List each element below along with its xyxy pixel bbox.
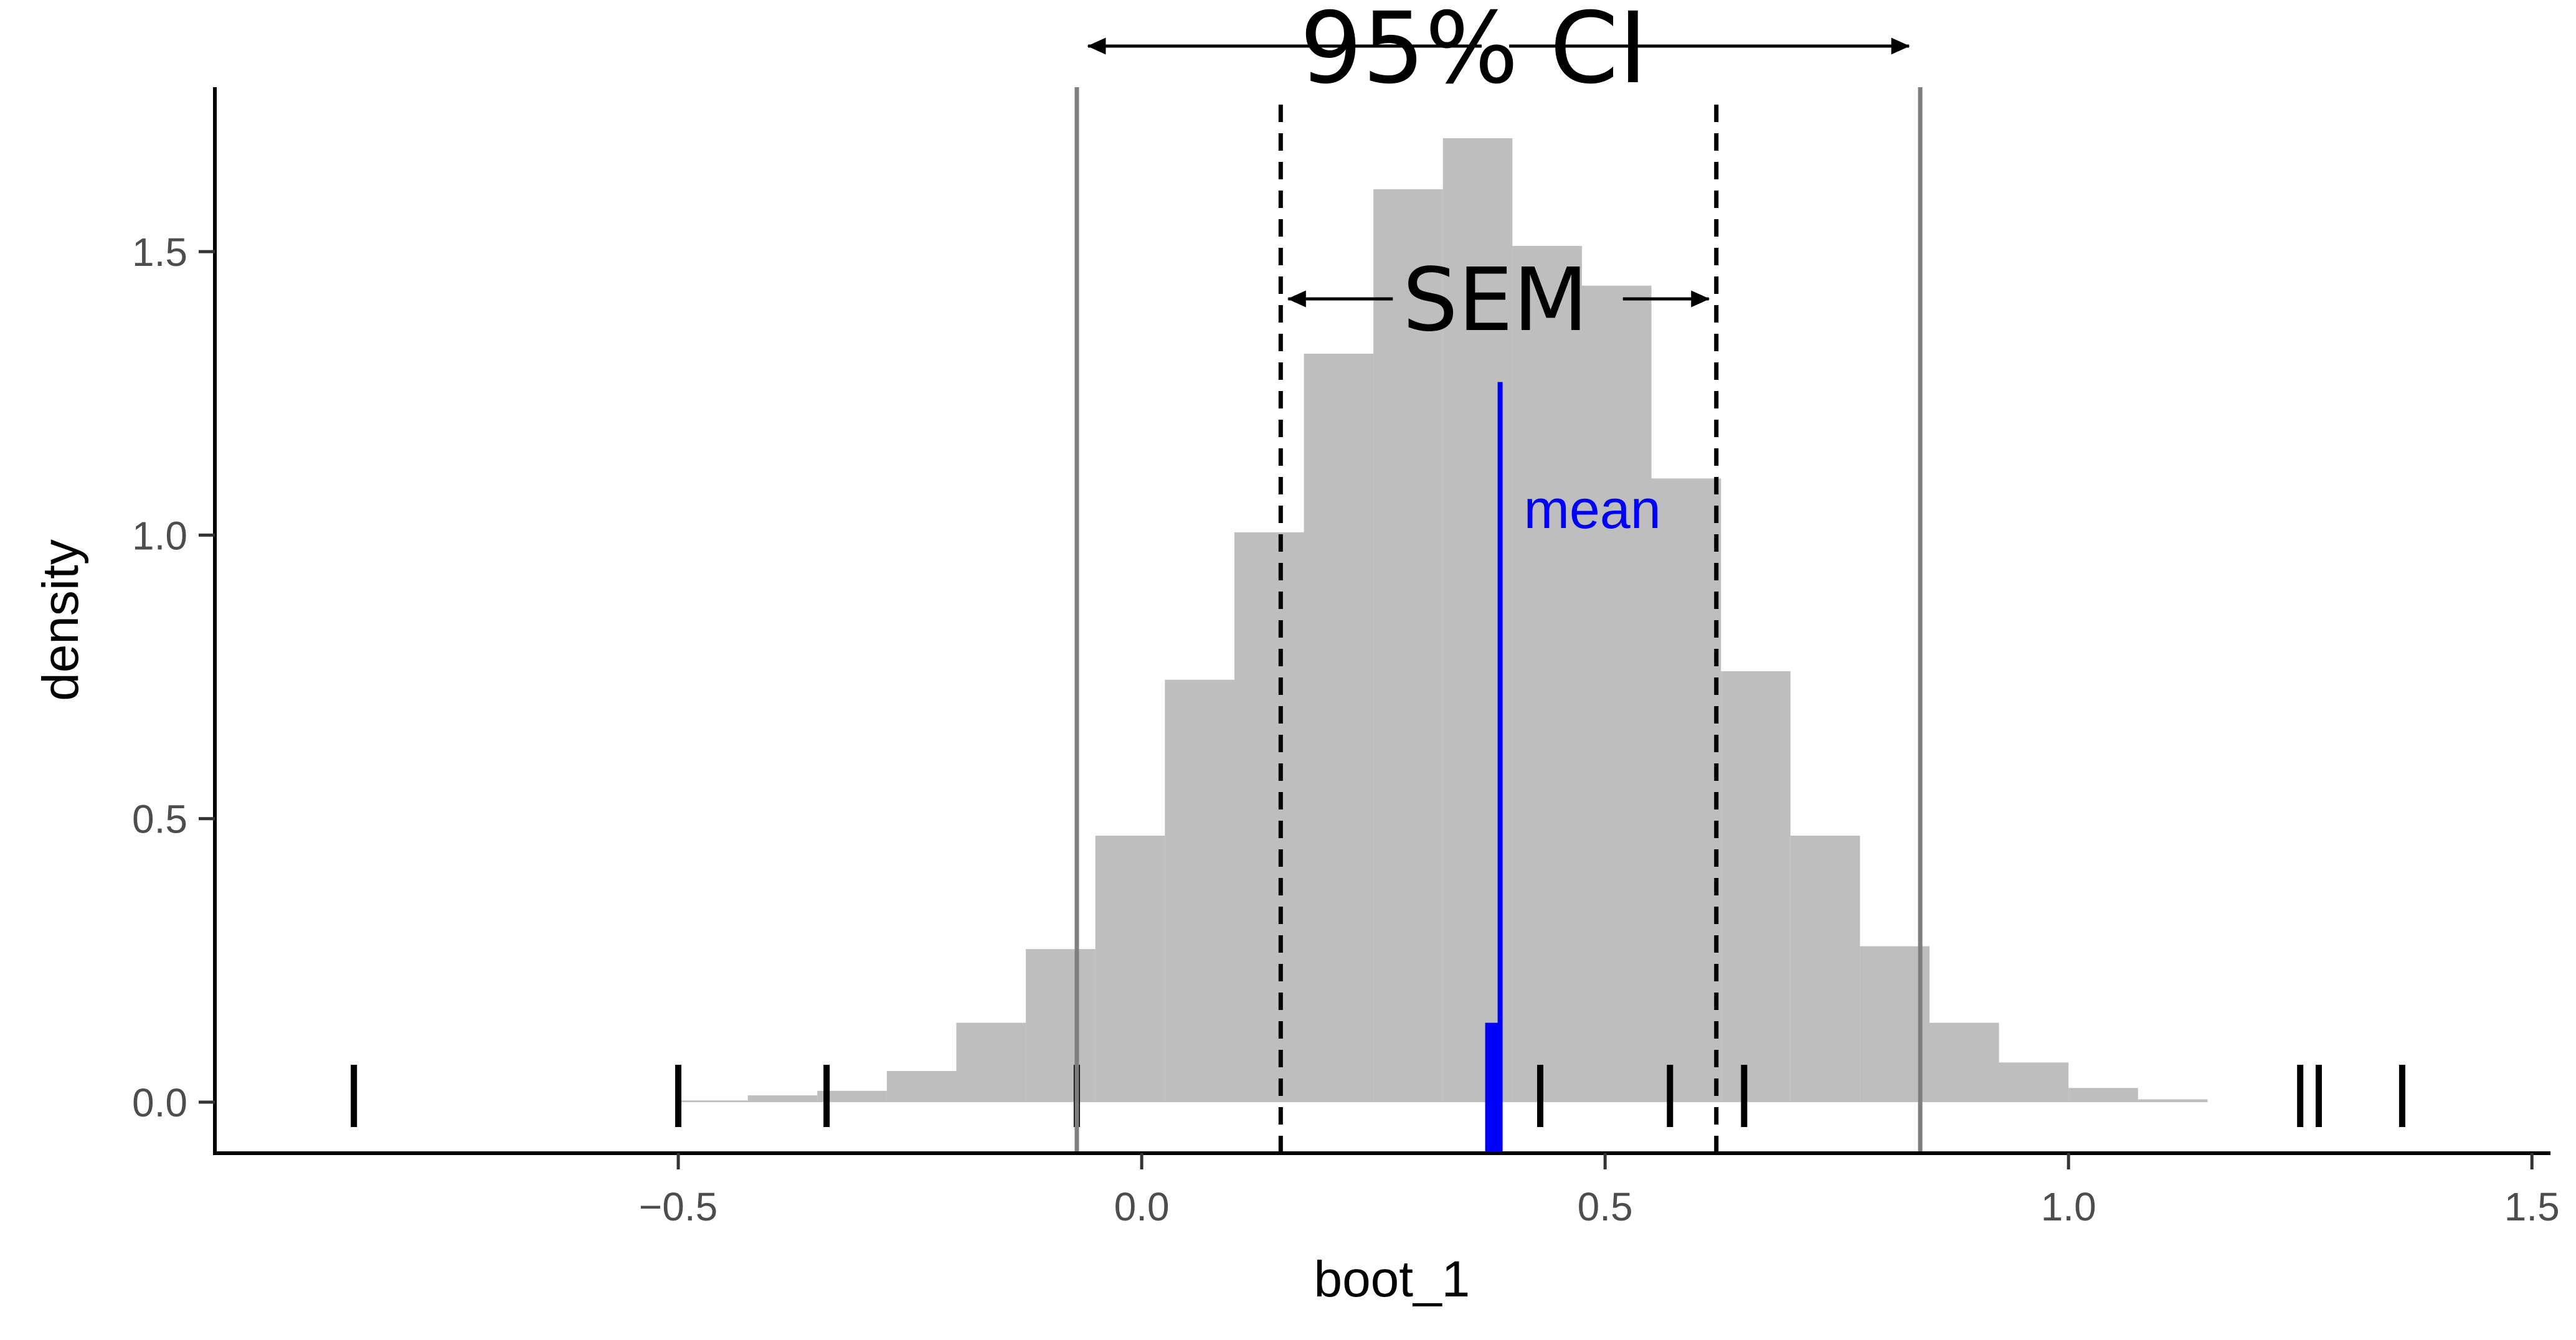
histogram-bar (817, 1090, 887, 1103)
histogram-bar (1165, 679, 1234, 1103)
histogram-bar (1026, 949, 1096, 1103)
mean-label: mean (1524, 478, 1661, 540)
histogram-bar (1999, 1062, 2069, 1103)
reference-lines (1074, 87, 1923, 1153)
histogram-bar (1651, 478, 1721, 1103)
ci-annotation: 95% CI (1087, 0, 1910, 106)
y-axis-title: density (32, 539, 89, 701)
y-tick-label: 1.0 (132, 513, 187, 558)
x-tick-label: −0.5 (639, 1184, 717, 1229)
histogram-bar (886, 1070, 957, 1103)
y-axis-ticks: 0.0 0.5 1.0 1.5 (132, 230, 215, 1125)
histogram-bar (956, 1022, 1026, 1103)
x-tick-label: 0.0 (1114, 1184, 1170, 1229)
histogram-bar (678, 1100, 748, 1103)
histogram-bar (747, 1095, 818, 1103)
histogram-bar (1304, 354, 1374, 1103)
sem-annotation: SEM (1287, 250, 1710, 351)
y-tick-label: 1.5 (132, 230, 187, 275)
histogram-bar (1581, 285, 1652, 1103)
y-tick-label: 0.5 (132, 797, 187, 842)
histogram-bar (2068, 1088, 2138, 1103)
x-axis-title: boot_1 (1314, 1251, 1470, 1308)
sem-label: SEM (1403, 250, 1588, 351)
x-tick-label: 0.5 (1578, 1184, 1633, 1229)
annotations: 95% CI SEM mean (1087, 0, 1910, 540)
histogram-bar (1790, 836, 1860, 1103)
histogram-bar (1373, 189, 1443, 1103)
axes (213, 87, 2550, 1155)
x-tick-label: 1.5 (2504, 1184, 2560, 1229)
histogram-bar (1721, 671, 1791, 1103)
histogram-bar (1860, 946, 1930, 1103)
histogram-bar (1095, 836, 1165, 1103)
x-axis-ticks: −0.5 0.0 0.5 1.0 1.5 (639, 1153, 2560, 1229)
ci-label: 95% CI (1300, 0, 1647, 106)
rug-marks (351, 1065, 2405, 1128)
histogram-bar (1512, 245, 1582, 1103)
histogram-bar (2138, 1099, 2208, 1103)
histogram-bar (1234, 532, 1304, 1103)
mean-marker (1485, 382, 1503, 1153)
y-tick-label: 0.0 (132, 1080, 187, 1125)
x-tick-label: 1.0 (2041, 1184, 2096, 1229)
histogram-bar (1929, 1022, 1999, 1103)
